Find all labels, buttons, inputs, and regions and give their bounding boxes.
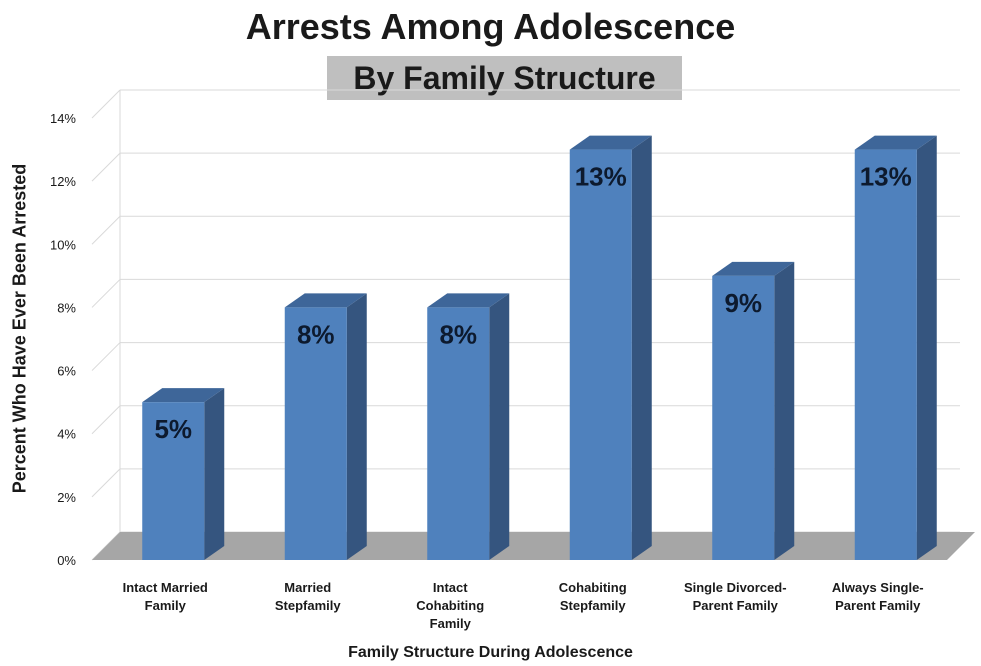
data-label: 8% [439,319,477,349]
y-tick-label: 0% [57,553,76,568]
bar-side [346,293,367,560]
x-tick-label: Parent Family [693,598,779,613]
bar [427,307,490,560]
x-tick-label: Family [145,598,187,613]
x-tick-label: Married [284,580,331,595]
x-tick-label: Always Single- [832,580,924,595]
data-label: 5% [154,414,192,444]
bar-side [631,135,652,561]
bar-top [284,293,367,308]
x-tick-label: Single Divorced- [684,580,787,595]
gridline-side [91,89,121,119]
gridline-side [91,468,121,498]
x-tick-label: Cohabiting [416,598,484,613]
x-tick-label: Parent Family [835,598,921,613]
bar [142,402,205,560]
chart-floor [92,532,975,560]
bar-top [142,388,225,403]
data-label: 9% [724,288,762,318]
bar-side [916,135,937,561]
y-tick-label: 12% [50,174,76,189]
y-tick-label: 8% [57,300,76,315]
x-tick-label: Family [430,616,472,631]
y-tick-label: 2% [57,490,76,505]
gridline-side [91,152,121,182]
bar [284,307,347,560]
y-tick-label: 14% [50,111,76,126]
data-label: 8% [297,319,335,349]
data-label: 13% [575,162,627,192]
bar [712,275,775,560]
bar-top [854,135,937,150]
x-tick-label: Intact Married [123,580,208,595]
gridline-side [91,405,121,435]
bar [854,149,917,561]
bar-top [712,261,795,276]
data-label: 13% [860,162,912,192]
x-axis-label: Family Structure During Adolescence [348,644,633,661]
bar-side [204,388,225,560]
gridline-side [91,279,121,308]
y-tick-label: 10% [50,237,76,252]
bar-top [427,293,510,308]
y-tick-label: 6% [57,364,76,379]
x-tick-label: Cohabiting [559,580,627,595]
x-tick-label: Intact [433,580,468,595]
bar-top [569,135,652,150]
chart-title: Arrests Among Adolescence [245,6,736,47]
bar [569,149,632,561]
y-tick-label: 4% [57,427,76,442]
bar-side [774,261,795,560]
gridline-side [91,342,121,371]
x-tick-label: Stepfamily [560,598,627,613]
bar-side [489,293,510,560]
gridline-side [91,215,121,245]
x-tick-label: Stepfamily [275,598,342,613]
